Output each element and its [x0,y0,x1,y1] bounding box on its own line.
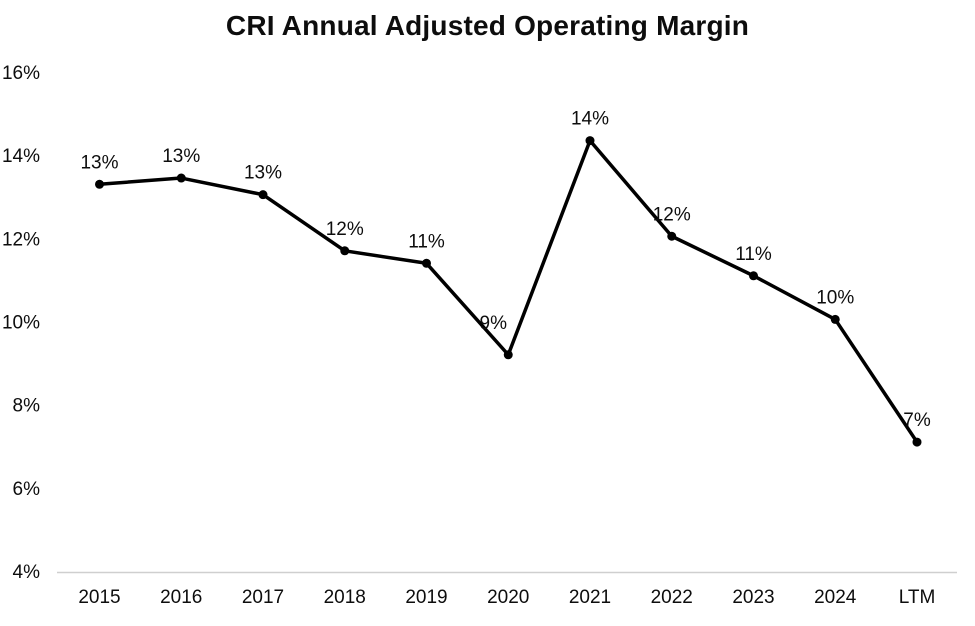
y-tick-label: 8% [13,396,41,417]
data-point-marker [503,350,513,360]
x-tick-label: 2024 [814,587,857,608]
point-label: 7% [903,410,931,431]
y-tick-label: 6% [13,479,41,500]
y-tick-label: 10% [2,313,40,334]
data-point-marker [749,271,758,281]
point-label: 13% [162,146,200,167]
x-tick-label: 2017 [242,587,284,608]
point-label: 13% [244,163,282,184]
point-label: 9% [480,313,508,334]
chart-title: CRI Annual Adjusted Operating Margin [225,10,750,41]
data-point-marker [830,314,840,324]
x-tick-label: 2018 [324,587,366,608]
point-label: 12% [326,219,364,240]
point-label: 13% [80,152,118,173]
x-tick-label: 2016 [160,587,202,608]
data-point-marker [422,258,431,268]
data-point-marker [585,136,595,146]
y-tick-label: 16% [2,63,40,84]
data-point-marker [912,437,922,447]
y-tick-label: 12% [2,229,40,250]
x-tick-label: LTM [899,587,936,608]
data-point-marker [95,179,104,189]
x-tick-label: 2021 [569,587,611,608]
x-tick-label: 2022 [651,587,693,608]
x-tick-label: 2015 [78,587,120,608]
data-point-marker [340,246,350,256]
y-tick-label: 4% [13,562,41,583]
trend-line [97,138,919,444]
point-label: 10% [816,287,854,308]
x-tick-label: 2019 [405,587,447,608]
x-tick-label: 2023 [732,587,774,608]
data-point-marker [258,190,268,200]
data-point-marker [667,231,677,241]
y-tick-label: 14% [2,146,40,167]
point-label: 14% [571,109,609,130]
data-point-marker [176,173,186,183]
point-label: 11% [408,231,445,252]
x-tick-label: 2020 [487,587,529,608]
point-label: 11% [735,244,772,265]
point-label: 12% [653,204,691,225]
